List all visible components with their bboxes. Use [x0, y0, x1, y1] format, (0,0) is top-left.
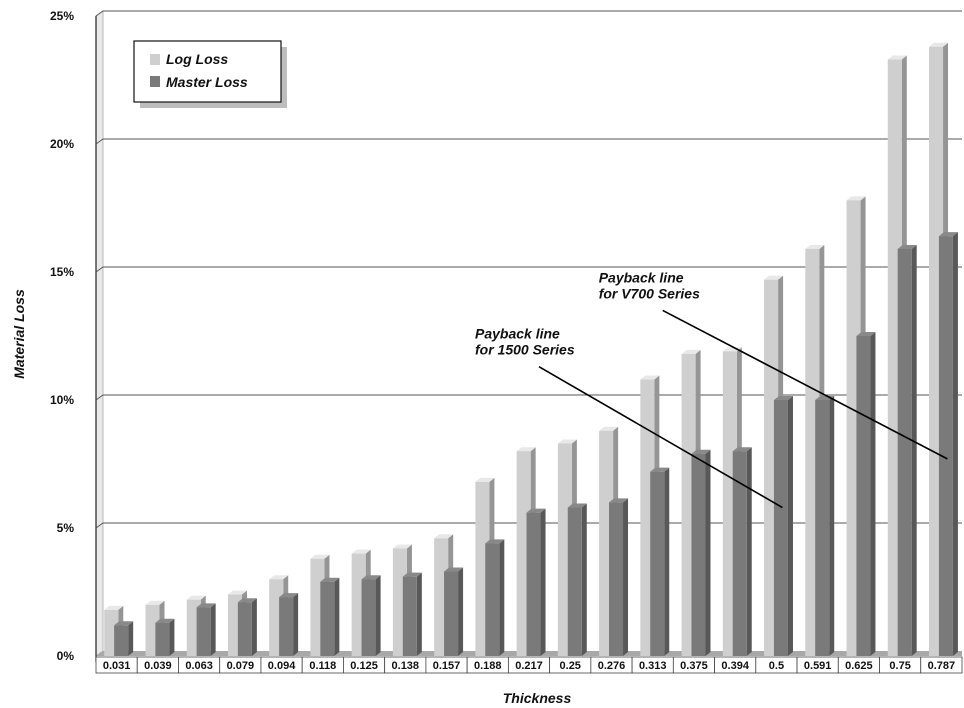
bar-master-loss-0.313: [650, 467, 670, 656]
y-axis-title: Material Loss: [11, 289, 27, 379]
annotation-label: for 1500 Series: [475, 342, 575, 358]
legend-swatch-master-loss: [150, 76, 160, 87]
x-tick-label: 0.276: [598, 660, 626, 672]
y-tick-label: 25%: [50, 9, 74, 23]
gridline: [95, 266, 962, 273]
x-tick: 0.394: [714, 656, 757, 674]
bar-master-loss-0.188: [485, 539, 505, 656]
x-tick: 0.591: [796, 656, 839, 674]
bar-master-loss-0.591: [815, 396, 835, 656]
bar-master-loss-0.394: [732, 447, 752, 656]
x-tick: 0.094: [260, 656, 303, 674]
payback-line: [662, 309, 948, 460]
x-tick-label: 0.75: [889, 660, 910, 672]
gridline: [95, 138, 962, 145]
bar-master-loss-0.75: [897, 244, 917, 656]
y-tick-label: 10%: [50, 393, 74, 407]
x-tick-label: 0.787: [928, 660, 956, 672]
x-tick: 0.276: [590, 656, 633, 674]
bar-master-loss-0.118: [320, 577, 340, 656]
x-tick: 0.125: [343, 656, 386, 674]
x-tick-label: 0.039: [144, 660, 172, 672]
y-axis-ticks: 0% 5% 10% 15% 20% 25%: [50, 9, 74, 663]
x-tick: 0.375: [672, 656, 715, 674]
x-tick-label: 0.079: [227, 660, 255, 672]
x-axis-ticks: 0.031 0.039 0.063 0.079 0.094 0.118 0.125 0.138…: [95, 656, 963, 674]
gridlines: [95, 10, 962, 529]
x-tick-label: 0.125: [350, 660, 378, 672]
y-tick-label: 5%: [57, 521, 75, 535]
x-tick-label: 0.118: [309, 660, 336, 672]
annotation-label: Payback line: [475, 326, 560, 342]
bar-master-loss-0.138: [402, 572, 422, 656]
x-tick: 0.25: [549, 656, 592, 674]
x-tick-label: 0.138: [392, 660, 420, 672]
x-tick: 0.039: [136, 656, 179, 674]
x-tick-label: 0.094: [268, 660, 296, 672]
x-tick-label: 0.625: [845, 660, 873, 672]
x-tick-label: 0.031: [103, 660, 131, 672]
x-tick-label: 0.394: [721, 660, 749, 672]
x-tick: 0.031: [95, 656, 138, 674]
bar-master-loss-0.25: [567, 503, 587, 656]
gridline: [95, 10, 962, 17]
x-tick: 0.787: [920, 656, 963, 674]
legend: Log Loss Master Loss: [133, 40, 287, 108]
bar-master-loss-0.063: [196, 603, 216, 656]
legend-swatch-log-loss: [150, 54, 160, 65]
gridline: [95, 522, 962, 529]
y-tick-label: 20%: [50, 137, 74, 151]
x-tick-label: 0.375: [680, 660, 708, 672]
bar-master-loss-0.787: [938, 232, 958, 656]
x-tick: 0.5: [755, 656, 798, 674]
x-tick: 0.217: [507, 656, 551, 674]
annotation-label: Payback line: [599, 269, 684, 285]
x-tick-label: 0.25: [560, 660, 581, 672]
x-tick: 0.157: [425, 656, 468, 674]
annotation-label: for V700 Series: [599, 285, 700, 301]
x-tick-label: 0.5: [769, 660, 784, 672]
y-tick-label: 15%: [50, 265, 74, 279]
x-tick-label: 0.063: [185, 660, 213, 672]
x-tick: 0.625: [837, 656, 880, 674]
x-tick: 0.079: [219, 656, 262, 674]
x-tick-label: 0.313: [639, 660, 667, 672]
bar-master-loss-0.625: [856, 332, 876, 656]
bar-master-loss-0.079: [237, 598, 257, 656]
bar-master-loss-0.5: [773, 396, 793, 656]
x-tick: 0.118: [301, 656, 344, 674]
x-axis-title: Thickness: [503, 690, 572, 706]
x-tick-label: 0.188: [474, 660, 502, 672]
legend-box: [133, 40, 282, 103]
legend-label-master-loss: Master Loss: [166, 74, 248, 90]
bar-master-loss-0.125: [361, 575, 381, 656]
bar-master-loss-0.217: [526, 508, 546, 656]
legend-label-log-loss: Log Loss: [166, 51, 228, 67]
x-tick-label: 0.157: [433, 660, 461, 672]
x-tick: 0.138: [384, 656, 427, 674]
x-tick-label: 0.591: [804, 660, 832, 672]
x-tick: 0.063: [178, 656, 221, 674]
bar-master-loss-0.031: [114, 621, 134, 656]
x-tick: 0.75: [879, 656, 922, 674]
y-tick-label: 0%: [57, 649, 75, 663]
x-tick-label: 0.217: [515, 660, 543, 672]
bar-master-loss-0.375: [691, 449, 711, 656]
bar-master-loss-0.039: [155, 618, 175, 656]
gridline: [95, 394, 962, 401]
payback-line: [538, 366, 783, 509]
bar-master-loss-0.276: [609, 498, 629, 656]
bars: [104, 42, 958, 657]
x-tick: 0.313: [631, 656, 674, 674]
left-wall: [95, 10, 104, 657]
x-tick: 0.188: [466, 656, 509, 674]
bar-master-loss-0.094: [279, 593, 299, 656]
bar-master-loss-0.157: [444, 567, 464, 656]
